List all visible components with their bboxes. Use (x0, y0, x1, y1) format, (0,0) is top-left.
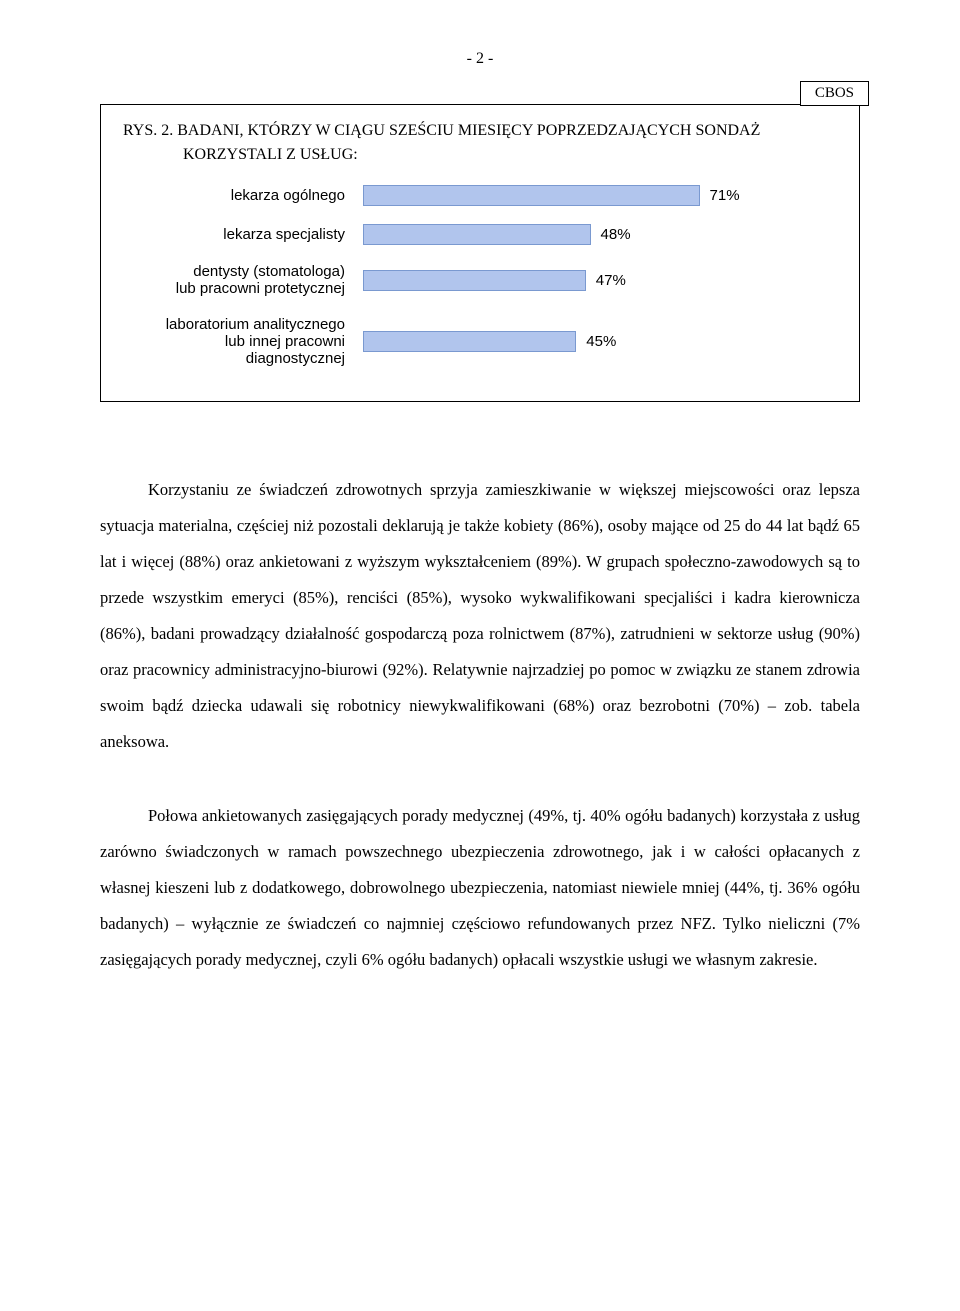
page-number: - 2 - (100, 50, 860, 68)
chart-row: lekarza ogólnego 71% (123, 185, 837, 206)
chart-row: laboratorium analitycznego lub innej pra… (123, 316, 837, 368)
bar-value: 45% (576, 331, 616, 352)
paragraph-2: Połowa ankietowanych zasięgających porad… (100, 798, 860, 978)
chart-title-line2: KORZYSTALI Z USŁUG: (123, 143, 837, 167)
bar-area: 48% (363, 224, 837, 245)
bar-label: lekarza ogólnego (123, 187, 363, 204)
body-text: Korzystaniu ze świadczeń zdrowotnych spr… (100, 472, 860, 978)
bar-label: dentysty (stomatologa) lub pracowni prot… (123, 263, 363, 298)
bar-label-line1: lekarza ogólnego (231, 187, 345, 204)
bar (363, 331, 576, 352)
chart-container: CBOS RYS. 2. BADANI, KTÓRZY W CIĄGU SZEŚ… (100, 104, 860, 402)
bar-value: 47% (586, 270, 626, 291)
bar-label-line2: lub pracowni protetycznej (176, 280, 345, 297)
bar-label-line1: laboratorium analitycznego (166, 316, 345, 333)
bar-area: 47% (363, 270, 837, 291)
chart-rows: lekarza ogólnego 71% lekarza specjalisty… (123, 185, 837, 367)
bar (363, 185, 700, 206)
chart-row: lekarza specjalisty 48% (123, 224, 837, 245)
bar-label: laboratorium analitycznego lub innej pra… (123, 316, 363, 368)
chart-title: RYS. 2. BADANI, KTÓRZY W CIĄGU SZEŚCIU M… (123, 119, 837, 167)
chart-title-line1: RYS. 2. BADANI, KTÓRZY W CIĄGU SZEŚCIU M… (123, 119, 837, 143)
bar (363, 224, 591, 245)
bar-value: 48% (591, 224, 631, 245)
bar-label: lekarza specjalisty (123, 226, 363, 243)
bar-label-line1: dentysty (stomatologa) (193, 263, 345, 280)
bar (363, 270, 586, 291)
cbos-badge: CBOS (800, 81, 869, 106)
bar-label-line1: lekarza specjalisty (223, 226, 345, 243)
chart-row: dentysty (stomatologa) lub pracowni prot… (123, 263, 837, 298)
paragraph-1: Korzystaniu ze świadczeń zdrowotnych spr… (100, 472, 860, 760)
bar-value: 71% (700, 185, 740, 206)
bar-area: 45% (363, 331, 837, 352)
bar-label-line2: lub innej pracowni diagnostycznej (225, 333, 345, 367)
bar-area: 71% (363, 185, 837, 206)
